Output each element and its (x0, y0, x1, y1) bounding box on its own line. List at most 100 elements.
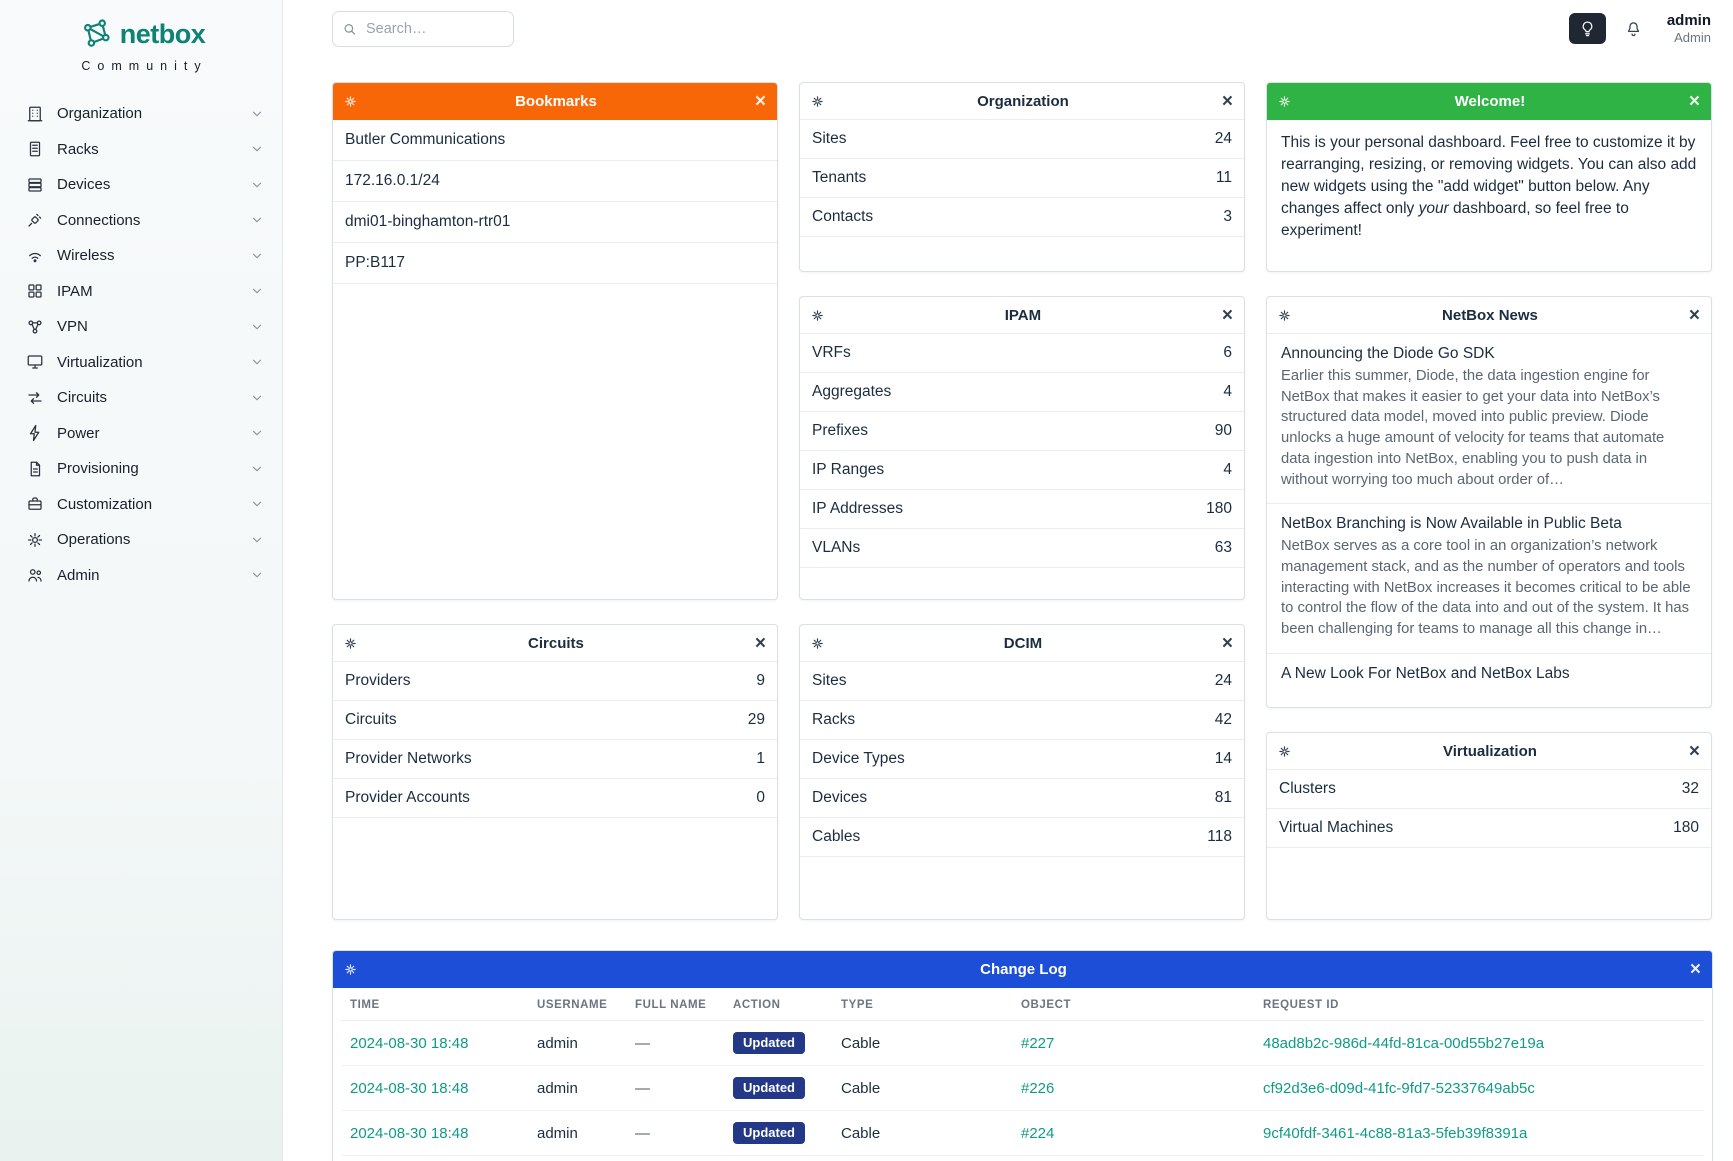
sidebar-item-admin[interactable]: Admin (0, 558, 282, 594)
close-icon[interactable]: × (754, 632, 766, 654)
close-icon[interactable]: × (1689, 958, 1701, 980)
sidebar-item-devices[interactable]: Devices (0, 167, 282, 203)
gear-icon[interactable] (811, 309, 824, 322)
sidebar-item-racks[interactable]: Racks (0, 132, 282, 168)
gear-icon[interactable] (344, 963, 357, 976)
stat-value[interactable]: 81 (1214, 789, 1232, 806)
sidebar-item-customization[interactable]: Customization (0, 487, 282, 523)
theme-toggle-button[interactable] (1568, 12, 1606, 44)
gear-icon[interactable] (1278, 95, 1291, 108)
sidebar-item-provisioning[interactable]: Provisioning (0, 451, 282, 487)
close-icon[interactable]: × (1688, 740, 1700, 762)
close-icon[interactable]: × (1221, 304, 1233, 326)
stat-value[interactable]: 0 (756, 789, 765, 806)
close-icon[interactable]: × (754, 90, 766, 112)
sidebar-item-wireless[interactable]: Wireless (0, 238, 282, 274)
stat-value[interactable]: 24 (1214, 672, 1232, 689)
sidebar-item-ipam[interactable]: IPAM (0, 274, 282, 310)
widget-organization: Organization × Sites 24 Tenants 11 Conta… (799, 82, 1245, 272)
log-time-link[interactable]: 2024-08-30 18:48 (350, 1079, 469, 1097)
stat-row: Providers 9 (333, 662, 777, 701)
sidebar-item-virtualization[interactable]: Virtualization (0, 345, 282, 381)
stat-value[interactable]: 29 (747, 711, 765, 728)
log-time-link[interactable]: 2024-08-30 18:48 (350, 1034, 469, 1052)
stat-value[interactable]: 14 (1214, 750, 1232, 767)
news-title[interactable]: Announcing the Diode Go SDK (1281, 345, 1495, 362)
log-request-link[interactable]: 48ad8b2c-986d-44fd-81ca-00d55b27e19a (1263, 1034, 1545, 1052)
news-title[interactable]: NetBox Branching is Now Available in Pub… (1281, 515, 1622, 533)
stat-value[interactable]: 4 (1223, 461, 1232, 478)
search-input[interactable] (332, 10, 514, 47)
news-title[interactable]: A New Look For NetBox and NetBox Labs (1281, 664, 1570, 682)
log-object-link[interactable]: #224 (1021, 1124, 1055, 1142)
sidebar-item-circuits[interactable]: Circuits (0, 380, 282, 416)
stat-value[interactable]: 63 (1214, 539, 1232, 556)
stat-label: Circuits (345, 711, 397, 728)
briefcase-icon (26, 495, 44, 513)
changelog-table-wrap: Time Username Full Name Action Type Object Req… (333, 988, 1712, 1161)
stat-value[interactable]: 6 (1223, 344, 1232, 361)
circuits-stats: Providers 9 Circuits 29 Provider Network… (333, 662, 777, 818)
action-badge: Updated (733, 1122, 805, 1144)
log-request-link[interactable]: 9cf40fdf-3461-4c88-81a3-5feb39f8391a (1263, 1124, 1528, 1142)
gear-icon[interactable] (344, 637, 357, 650)
sidebar-item-connections[interactable]: Connections (0, 203, 282, 239)
sidebar-item-operations[interactable]: Operations (0, 522, 282, 558)
notifications-button[interactable] (1615, 13, 1652, 44)
chevron-down-icon (250, 320, 264, 334)
widget-bookmarks: Bookmarks × Butler Communications 172.16.… (332, 82, 778, 600)
gear-icon[interactable] (1278, 309, 1291, 322)
changelog-column-header: Action (724, 988, 832, 1021)
bookmark-item[interactable]: PP:B117 (333, 243, 777, 284)
log-request-link[interactable]: cf92d3e6-d09d-41fc-9fd7-52337649ab5c (1263, 1079, 1535, 1097)
chevron-down-icon (250, 497, 264, 511)
stat-value[interactable]: 4 (1223, 383, 1232, 400)
close-icon[interactable]: × (1221, 90, 1233, 112)
stat-row: Racks 42 (800, 701, 1244, 740)
stat-row: IP Ranges 4 (800, 451, 1244, 490)
log-object-link[interactable]: #227 (1021, 1034, 1055, 1052)
gear-icon[interactable] (1278, 745, 1291, 758)
stat-value[interactable]: 1 (756, 750, 765, 767)
stat-value[interactable]: 90 (1214, 422, 1232, 439)
changelog-body: 2024-08-30 18:48 admin — Updated Cable #… (341, 1020, 1704, 1161)
widget-title: Circuits (528, 634, 584, 652)
stat-value[interactable]: 11 (1215, 169, 1232, 186)
stat-value[interactable]: 9 (756, 672, 765, 689)
stat-value[interactable]: 180 (1206, 500, 1232, 517)
gear-icon[interactable] (811, 95, 824, 108)
gear-icon[interactable] (811, 637, 824, 650)
close-icon[interactable]: × (1221, 632, 1233, 654)
sidebar-item-power[interactable]: Power (0, 416, 282, 452)
bookmark-item[interactable]: Butler Communications (333, 120, 777, 161)
stat-value[interactable]: 180 (1673, 819, 1699, 836)
settings-icon (26, 531, 44, 549)
log-object-link[interactable]: #226 (1021, 1079, 1055, 1097)
sidebar-item-label: Organization (57, 105, 143, 123)
chevron-down-icon (250, 249, 264, 263)
widget-ipam: IPAM × VRFs 6 Aggregates 4 Prefixes 90 I… (799, 296, 1245, 600)
log-time-link[interactable]: 2024-08-30 18:48 (350, 1124, 469, 1142)
close-icon[interactable]: × (1688, 90, 1700, 112)
bookmark-item[interactable]: dmi01-binghamton-rtr01 (333, 202, 777, 243)
log-fullname: — (635, 1079, 650, 1097)
netbox-logo (77, 16, 113, 52)
stat-row: Tenants 11 (800, 159, 1244, 198)
stat-value[interactable]: 32 (1681, 780, 1699, 797)
gear-icon[interactable] (344, 95, 357, 108)
brand-block[interactable]: netbox Community (0, 12, 282, 75)
stat-label: Clusters (1279, 780, 1336, 797)
stat-value[interactable]: 42 (1214, 711, 1232, 728)
user-menu[interactable]: admin Admin (1667, 12, 1711, 45)
log-username: admin (537, 1124, 578, 1142)
chevron-down-icon (250, 213, 264, 227)
changelog-column-header: Time (341, 988, 528, 1021)
stat-value[interactable]: 24 (1214, 130, 1232, 147)
bookmark-item[interactable]: 172.16.0.1/24 (333, 161, 777, 202)
sidebar-item-organization[interactable]: Organization (0, 96, 282, 132)
stat-value[interactable]: 3 (1223, 208, 1232, 225)
close-icon[interactable]: × (1688, 304, 1700, 326)
stat-value[interactable]: 118 (1207, 828, 1232, 845)
sidebar-item-vpn[interactable]: VPN (0, 309, 282, 345)
